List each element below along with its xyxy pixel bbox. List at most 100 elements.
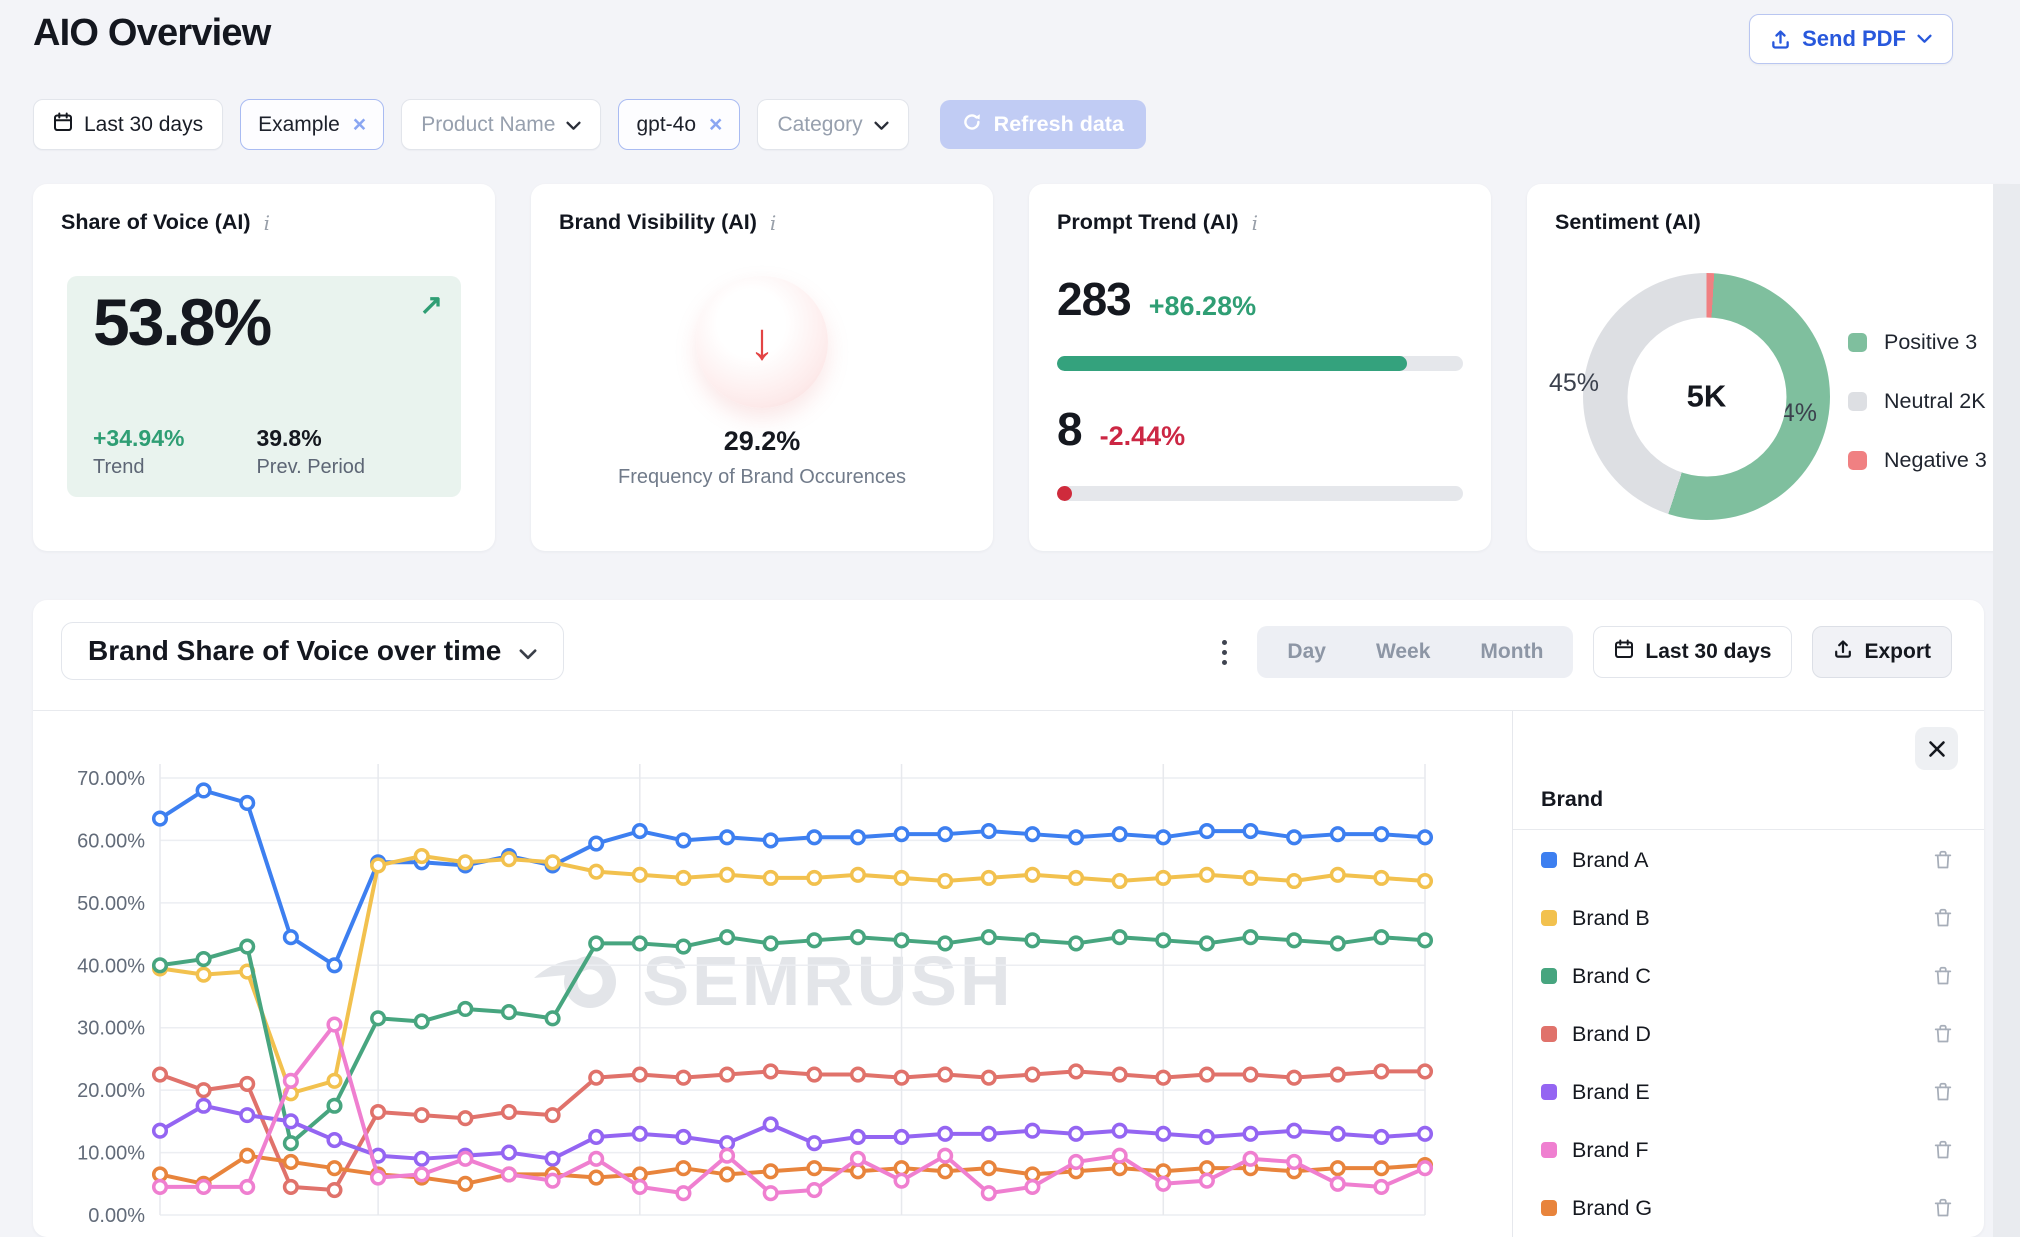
prompt-secondary-change: -2.44% — [1099, 421, 1186, 451]
prev-period-label: Prev. Period — [256, 456, 366, 478]
divider — [1513, 829, 1984, 830]
brand-row-label: Brand A — [1541, 848, 1649, 873]
chart-date-range-button[interactable]: Last 30 days — [1593, 626, 1793, 678]
semrush-logo-icon — [534, 956, 617, 1008]
brand-color-swatch — [1541, 1142, 1557, 1158]
refresh-icon — [962, 112, 982, 138]
share-of-voice-card: Share of Voice (AI) i 53.8% ↗ +34.94% Tr… — [33, 184, 495, 551]
tab-day[interactable]: Day — [1287, 640, 1326, 663]
share-of-voice-plot: SEMRUSH 70.00% 60.00% 50.00% 40.00% 30.00% 20… — [33, 711, 1513, 1237]
brand-row-label: Brand D — [1541, 1022, 1651, 1047]
scrollbar-gutter[interactable] — [1993, 184, 2020, 1237]
tab-month[interactable]: Month — [1480, 640, 1544, 663]
card-title: Sentiment (AI) — [1555, 210, 1701, 234]
brand-name: Brand A — [1572, 847, 1649, 872]
brand-name: Brand B — [1572, 905, 1650, 930]
granularity-toggle: Day Week Month — [1257, 626, 1574, 678]
chart-title-dropdown[interactable]: Brand Share of Voice over time — [61, 622, 565, 680]
brand-row[interactable]: Brand E — [1513, 1063, 1984, 1121]
remove-filter-icon[interactable]: × — [709, 111, 723, 137]
close-panel-button[interactable] — [1915, 727, 1958, 770]
brand-row[interactable]: Brand G — [1513, 1179, 1984, 1237]
trend-block: +34.94% Trend — [93, 425, 184, 479]
export-button[interactable]: Export — [1812, 626, 1952, 678]
remove-filter-icon[interactable]: × — [352, 111, 367, 137]
svg-text:20.00%: 20.00% — [77, 1080, 145, 1102]
chart-title: Brand Share of Voice over time — [88, 635, 502, 666]
sentiment-legend-item: Positive 3 — [1848, 330, 1987, 355]
trash-icon[interactable] — [1932, 1080, 1954, 1104]
brand-row[interactable]: Brand C — [1513, 947, 1984, 1005]
prev-period-value: 39.8% — [256, 425, 322, 451]
share-of-voice-line-chart[interactable]: 70.00% 60.00% 50.00% 40.00% 30.00% 20.00% 10.0… — [33, 711, 1513, 1237]
category-dropdown[interactable]: Category — [757, 99, 909, 150]
legend-swatch — [1848, 392, 1867, 411]
trash-icon[interactable] — [1932, 848, 1954, 872]
brand-row[interactable]: Brand B — [1513, 889, 1984, 947]
neutral-pct-label: 45% — [1549, 369, 1600, 397]
filter-chip-gpt4o[interactable]: gpt-4o × — [618, 99, 741, 150]
chevron-down-icon — [519, 635, 537, 667]
brand-row[interactable]: Brand F — [1513, 1121, 1984, 1179]
brand-row-label: Brand B — [1541, 906, 1650, 931]
close-icon — [1928, 740, 1945, 757]
info-icon[interactable]: i — [1251, 210, 1258, 235]
share-of-voice-value: 53.8% — [93, 285, 272, 359]
date-range-filter[interactable]: Last 30 days — [33, 99, 224, 150]
date-range-label: Last 30 days — [84, 112, 204, 136]
svg-text:40.00%: 40.00% — [77, 955, 145, 977]
export-label: Export — [1864, 640, 1931, 663]
brand-color-swatch — [1541, 910, 1557, 926]
brand-row-label: Brand E — [1541, 1080, 1650, 1105]
brand-row-label: Brand G — [1541, 1196, 1652, 1221]
brand-sov-chart-card: Brand Share of Voice over time Day Week … — [33, 600, 1984, 1237]
calendar-icon — [1614, 639, 1634, 665]
trend-up-arrow-icon: ↗ — [419, 289, 443, 320]
trash-icon[interactable] — [1932, 964, 1954, 988]
watermark-text: SEMRUSH — [642, 942, 1014, 1020]
brand-color-swatch — [1541, 1026, 1557, 1042]
refresh-data-button[interactable]: Refresh data — [939, 100, 1146, 149]
filter-chip-label: gpt-4o — [636, 112, 697, 136]
brand-color-swatch — [1541, 1200, 1557, 1216]
category-label: Category — [777, 112, 863, 136]
arrow-down-icon: ↓ — [749, 313, 775, 371]
brand-row-label: Brand F — [1541, 1138, 1648, 1163]
brand-visibility-value: 29.2% — [723, 426, 801, 456]
product-name-dropdown[interactable]: Product Name — [401, 99, 602, 150]
trash-icon[interactable] — [1932, 1138, 1954, 1162]
sentiment-legend-item: Negative 3 — [1848, 448, 1987, 473]
product-name-label: Product Name — [421, 112, 556, 136]
brand-panel-header: Brand — [1541, 787, 1604, 811]
send-pdf-button[interactable]: Send PDF — [1749, 14, 1953, 64]
info-icon[interactable]: i — [263, 210, 270, 235]
brand-name: Brand C — [1572, 963, 1651, 988]
chevron-down-icon — [566, 113, 582, 137]
svg-text:70.00%: 70.00% — [77, 768, 145, 790]
calendar-icon — [53, 112, 73, 138]
sentiment-donut-chart[interactable]: 45% 54% 5K — [1549, 273, 1830, 520]
info-icon[interactable]: i — [769, 210, 777, 235]
page-title: AIO Overview — [33, 12, 271, 54]
prev-period-block: 39.8% Prev. Period — [256, 425, 365, 479]
semrush-watermark: SEMRUSH — [323, 941, 1223, 1021]
sentiment-total: 5K — [1686, 378, 1727, 414]
tab-week[interactable]: Week — [1375, 640, 1431, 663]
trash-icon[interactable] — [1932, 906, 1954, 930]
trash-icon[interactable] — [1932, 1196, 1954, 1220]
filter-chip-example[interactable]: Example × — [240, 99, 385, 150]
progress-fill — [1057, 356, 1408, 371]
refresh-data-label: Refresh data — [993, 112, 1124, 136]
legend-label: Neutral 2K — [1884, 389, 1986, 413]
brand-list: Brand A Brand B Brand C Brand D Brand E Brand… — [1513, 831, 1984, 1237]
trend-label: Trend — [93, 456, 145, 478]
more-options-icon[interactable] — [1212, 634, 1237, 671]
brand-color-swatch — [1541, 968, 1557, 984]
brand-row[interactable]: Brand D — [1513, 1005, 1984, 1063]
trash-icon[interactable] — [1932, 1022, 1954, 1046]
progress-fill — [1057, 486, 1072, 501]
brand-row[interactable]: Brand A — [1513, 831, 1984, 889]
prompt-secondary-bar — [1057, 486, 1463, 501]
chevron-down-icon — [874, 113, 889, 137]
svg-text:0.00%: 0.00% — [88, 1205, 145, 1227]
